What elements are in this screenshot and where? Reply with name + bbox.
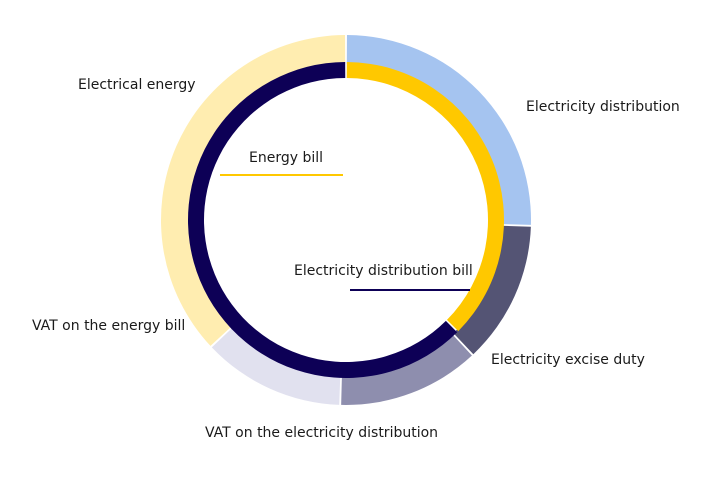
label-energy-bill: Energy bill (249, 150, 323, 166)
outer-slice-electricity-distribution (346, 35, 531, 225)
label-vat-on-the-energy-bill: VAT on the energy bill (32, 318, 185, 334)
label-electricity-excise-duty: Electricity excise duty (491, 352, 645, 368)
segment-labels: Energy bill Electricity distribution bill… (32, 77, 680, 441)
outer-ring (161, 35, 531, 405)
label-electricity-distribution: Electricity distribution (526, 99, 680, 115)
outer-slice-electricity-excise-duty (453, 225, 531, 355)
outer-slice-electrical-energy (161, 35, 346, 346)
leader-lines (220, 174, 470, 291)
label-electricity-distribution-bill: Electricity distribution bill (294, 263, 473, 279)
inner-slice-energy-bill (346, 62, 504, 332)
inner-ring (187, 62, 504, 378)
inner-slice-electricity-distribution-bill (187, 62, 458, 378)
outer-slice-vat-on-the-electricity-distribution (341, 334, 472, 405)
outer-slice-vat-on-the-energy-bill (211, 327, 341, 405)
label-electrical-energy: Electrical energy (78, 77, 196, 93)
label-vat-on-the-electricity-distribution: VAT on the electricity distribution (205, 425, 438, 441)
